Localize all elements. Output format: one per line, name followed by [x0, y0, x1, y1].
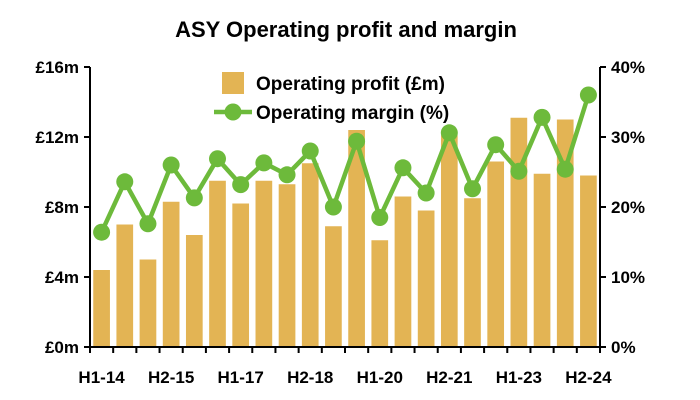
x-tick-label: H2-18: [287, 368, 333, 387]
margin-point-H2-17: [255, 154, 273, 172]
bar-H2-20: [394, 196, 412, 347]
margin-point-H1-23: [510, 162, 528, 180]
legend: Operating profit (£m) Operating margin (…: [214, 72, 449, 124]
left-tick-label: £16m: [36, 58, 79, 77]
margin-point-H1-14: [93, 223, 111, 241]
chart-title: ASY Operating profit and margin: [175, 17, 517, 42]
margin-line: [99, 94, 591, 234]
profit-bars: [93, 117, 597, 347]
bar-H2-17: [255, 180, 273, 347]
bar-H2-19: [348, 130, 365, 347]
bar-H2-21: [440, 135, 458, 347]
bar-H2-23: [533, 173, 551, 347]
margin-point-H1-16: [185, 189, 203, 207]
margin-point-H1-24: [556, 160, 574, 178]
margin-point-H2-16: [209, 150, 226, 168]
bar-H2-16: [209, 180, 226, 347]
x-tick-label: H1-14: [78, 368, 125, 387]
x-tick-label: H1-20: [357, 368, 403, 387]
bar-H1-19: [325, 226, 342, 347]
margin-point-H1-17: [232, 176, 250, 194]
left-tick-label: £8m: [45, 198, 79, 217]
margin-line-layer: [93, 86, 597, 241]
margin-point-H1-19: [324, 198, 342, 216]
right-tick-label: 40%: [611, 58, 645, 77]
axes: £0m £4m £8m £12m £16m 0% 10% 20% 30% 40% H1-14 H2-1…: [36, 58, 646, 387]
right-tick-label: 30%: [611, 128, 645, 147]
legend-bar-label: Operating profit (£m): [256, 74, 445, 95]
margin-point-H1-18: [278, 166, 296, 184]
margin-point-H2-18: [301, 142, 319, 160]
left-tick-label: £0m: [45, 338, 79, 357]
bar-H2-24: [580, 175, 597, 347]
margin-point-H1-20: [371, 209, 389, 226]
bar-H1-21: [417, 210, 435, 347]
x-tick-label: H2-15: [148, 368, 194, 387]
bar-H1-17: [232, 203, 250, 347]
left-tick-label: £12m: [36, 128, 79, 147]
margin-point-H2-19: [348, 132, 366, 150]
bar-H1-14: [93, 270, 110, 347]
margin-point-H2-14: [116, 173, 134, 191]
x-tick-label: H1-17: [218, 368, 264, 387]
bar-H1-16: [185, 235, 203, 347]
left-tick-label: £4m: [45, 268, 79, 287]
margin-point-H2-21: [440, 124, 458, 142]
bar-H1-22: [464, 198, 481, 347]
legend-bar-swatch: [222, 72, 244, 94]
legend-line-marker: [224, 103, 242, 121]
x-tick-label: H2-24: [565, 368, 612, 387]
x-tick-label: H1-23: [496, 368, 542, 387]
right-tick-label: 10%: [611, 268, 645, 287]
bar-H1-15: [139, 259, 157, 347]
bar-H1-20: [371, 240, 389, 347]
right-tick-label: 20%: [611, 198, 645, 217]
x-tick-label: H2-21: [426, 368, 472, 387]
margin-point-H2-15: [162, 156, 180, 174]
margin-point-H2-22: [487, 136, 505, 154]
bar-H2-15: [162, 201, 180, 347]
bar-H2-14: [116, 224, 134, 347]
right-tick-label: 0%: [611, 338, 636, 357]
margin-point-H1-21: [417, 184, 435, 202]
bar-H2-22: [487, 161, 505, 347]
margin-point-H2-24: [579, 86, 597, 104]
margin-point-H2-20: [394, 159, 412, 177]
margin-point-H2-23: [533, 108, 551, 126]
legend-line-label: Operating margin (%): [256, 103, 449, 124]
margin-point-H1-15: [139, 215, 157, 233]
bar-H2-18: [301, 163, 319, 347]
margin-point-H1-22: [464, 180, 481, 198]
bar-H1-18: [278, 184, 296, 347]
